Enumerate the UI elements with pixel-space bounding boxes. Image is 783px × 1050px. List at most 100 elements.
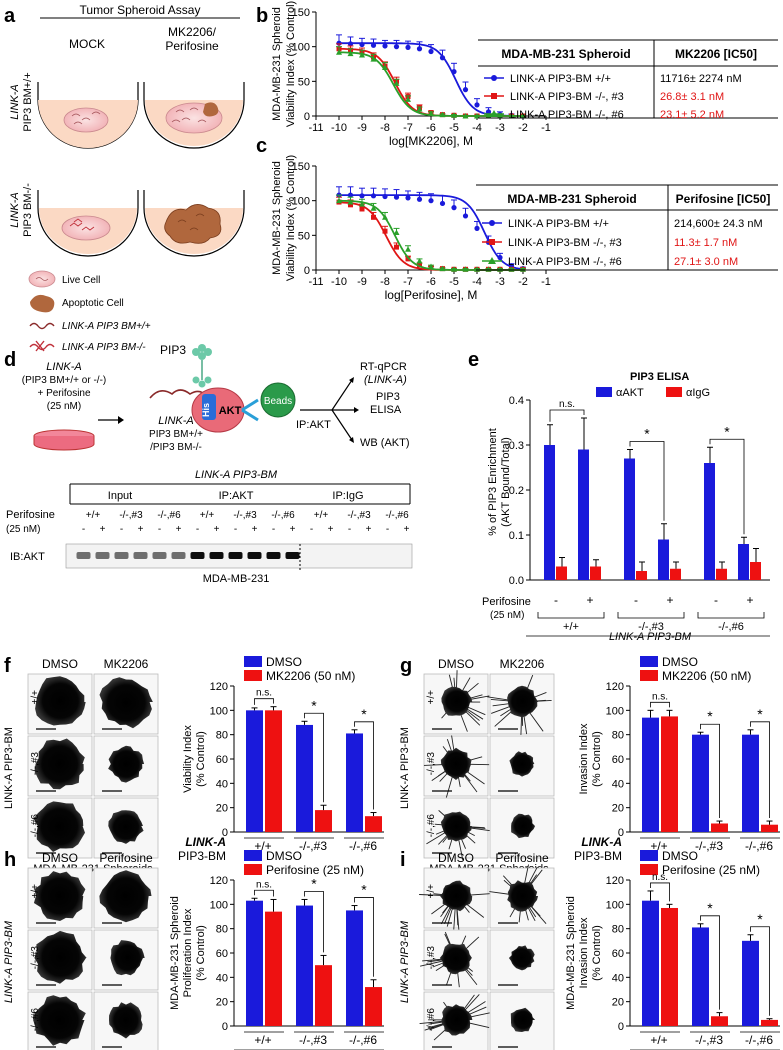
spheroid-image: -/-,#3 — [27, 929, 93, 991]
well-mock-top — [37, 82, 139, 149]
data-point — [416, 196, 423, 202]
data-point — [336, 40, 342, 46]
e-legend-akt-swatch — [596, 387, 612, 397]
chart-c: 0 50 100 150 -11 -10 -9 -8 -7 -6 -5 -4 -3 -2 -1 log[Per… — [271, 155, 551, 302]
lane-treatment: + — [366, 524, 372, 535]
spheroid-image: +/+ — [423, 670, 490, 735]
y-axis-label: MDA-MB-231 Spheroid Viability Index (% Co… — [271, 155, 297, 281]
group-bracket — [617, 612, 685, 619]
data-point — [370, 42, 377, 48]
y-tick-label: 80 — [216, 730, 228, 742]
lane-treatment: - — [348, 524, 351, 535]
y-tick-label: 0.4 — [509, 395, 524, 407]
data-point — [405, 246, 411, 252]
y-tick-label: 40 — [612, 972, 624, 984]
x-tick-label: -3 — [495, 276, 505, 288]
treatment-label: - — [554, 593, 558, 607]
lane-genotype: -/-,#6 — [157, 510, 181, 521]
spheroid-image — [489, 929, 555, 991]
spheroid-blob — [33, 871, 86, 921]
akt-band — [209, 552, 224, 559]
bar — [246, 900, 263, 1026]
group-bracket — [697, 612, 765, 619]
panel-letter-g: g — [400, 655, 412, 677]
x-axis-label-1: LINK-A — [185, 835, 226, 849]
spheroid-blob — [33, 801, 85, 852]
y-tick-label: 50 — [298, 76, 310, 88]
row-value: 26.8± 3.1 nM — [660, 91, 724, 103]
y-axis-label-line: Viability Index — [182, 725, 194, 793]
fit-curve — [339, 199, 523, 271]
data-point — [347, 192, 354, 198]
series-0 — [336, 34, 526, 119]
significance-label: * — [644, 426, 650, 442]
spheroid-image — [93, 673, 159, 735]
well-drug-bottom — [143, 190, 245, 257]
significance-label: * — [361, 882, 367, 898]
d-beads: Beads — [264, 396, 292, 407]
legend-label: Perifosine (25 nM) — [266, 863, 364, 877]
rna-mut-icon — [29, 340, 55, 352]
y-axis-label-line: MDA-MB-231 Spheroid — [565, 896, 577, 1010]
akt-band — [171, 552, 186, 559]
significance-bracket — [304, 891, 324, 953]
table-b: MDA-MB-231 Spheroid MK2206 [IC50] LINK-A… — [478, 39, 778, 121]
table-b-header-left: MDA-MB-231 Spheroid — [501, 47, 630, 61]
significance-bracket — [650, 882, 670, 902]
table-row: LINK-A PIP3-BM -/-, #3 11.3± 1.7 nM — [482, 237, 737, 249]
y-tick-label: 100 — [606, 705, 624, 717]
bar — [556, 566, 567, 580]
x-tick-label: -8 — [380, 276, 390, 288]
x-tick-label: -11 — [308, 122, 323, 134]
significance-label: * — [311, 697, 317, 713]
data-point — [462, 213, 469, 219]
legend-marker — [491, 75, 497, 81]
y-tick-label: 120 — [210, 875, 228, 887]
side-label: LINK-A PIP3-BM — [399, 727, 411, 809]
panel-a-col-mock: MOCK — [69, 37, 105, 51]
bar — [661, 716, 678, 832]
apoptotic-cell-icon — [30, 294, 55, 313]
column-header: Perifosine — [99, 851, 153, 865]
spheroid-blob — [35, 676, 86, 726]
y-tick-label: 0 — [304, 111, 310, 123]
series-0 — [336, 186, 526, 272]
table-row: LINK-A PIP3-BM -/-, #3 26.8± 3.1 nM — [484, 91, 724, 103]
significance-label: * — [724, 423, 730, 439]
x-tick-label: -6 — [426, 276, 436, 288]
column-header: DMSO — [42, 851, 78, 865]
y-tick-label: 40 — [612, 778, 624, 790]
bar — [658, 539, 669, 580]
significance-label: n.s. — [256, 879, 272, 890]
row-value: 214,600± 24.3 nM — [674, 218, 763, 230]
bar — [750, 562, 761, 580]
data-point — [474, 113, 480, 119]
bar — [578, 449, 589, 580]
e-legend-title: PIP3 ELISA — [630, 371, 689, 383]
y-tick-label: 100 — [606, 899, 624, 911]
x-axis-label-2: PIP3-BM — [178, 849, 226, 863]
x-axis-label: log[Perifosine], M — [385, 288, 478, 302]
d-left-3: + Perifosine — [37, 388, 91, 399]
lane-treatment: + — [252, 524, 258, 535]
row-label: +/+ — [426, 690, 437, 705]
data-point — [371, 214, 376, 220]
legend-swatch — [244, 670, 262, 681]
bar — [642, 900, 659, 1026]
data-point — [451, 69, 457, 75]
y-tick-label: 20 — [612, 803, 624, 815]
x-tick-label: -11 — [308, 276, 323, 288]
legend-swatch — [640, 850, 658, 861]
column-header: DMSO — [438, 657, 474, 671]
d-out2-2: ELISA — [370, 404, 402, 416]
legend-rna-mut: LINK-A PIP3 BM-/- — [62, 342, 146, 353]
spheroid-image — [93, 867, 159, 929]
blot-title: LINK-A PIP3-BM — [195, 469, 278, 481]
group-label: +/+ — [563, 621, 579, 633]
legend-label: DMSO — [266, 849, 302, 863]
legend-swatch — [640, 670, 658, 681]
spheroid-blob — [510, 1007, 536, 1032]
spheroid-blob — [441, 686, 473, 716]
d-left-1: LINK-A — [46, 361, 81, 373]
panel-letter-b: b — [256, 5, 268, 27]
